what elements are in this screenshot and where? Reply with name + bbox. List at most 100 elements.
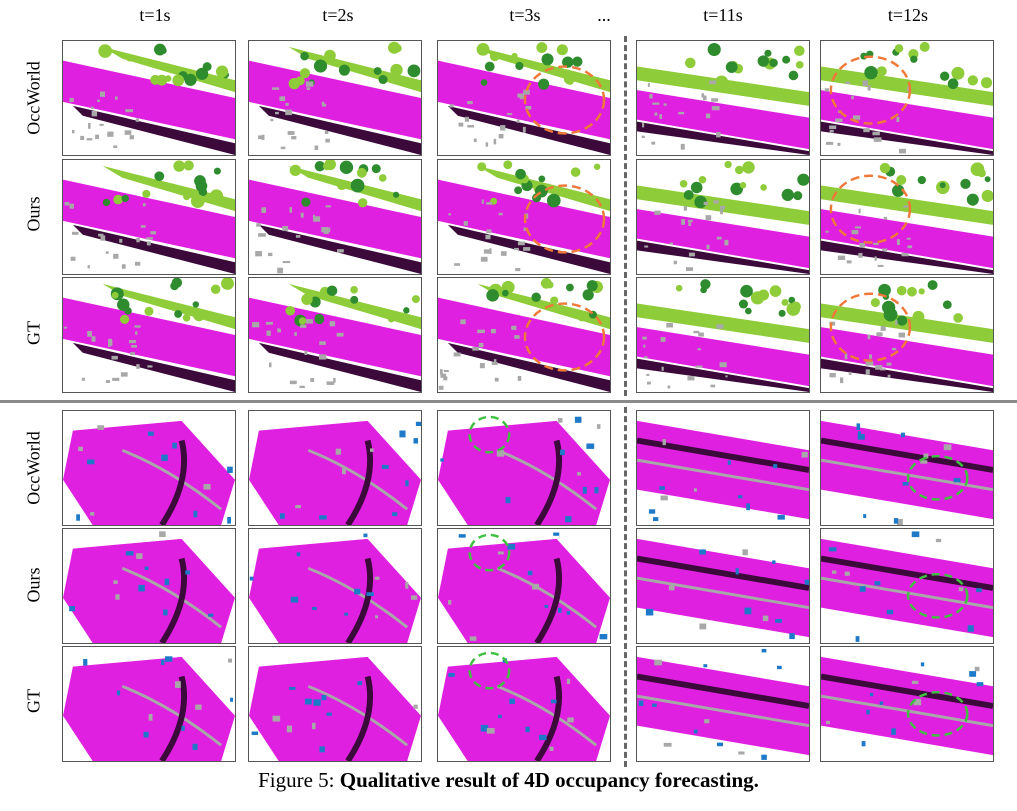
object-voxel — [227, 466, 233, 473]
road-surface — [249, 656, 421, 761]
vegetation-clump — [476, 42, 490, 56]
object-voxel — [208, 613, 214, 617]
object-voxel — [480, 724, 489, 732]
vegetation-clump — [515, 61, 524, 71]
panel-scene1-gt-t3 — [437, 277, 611, 393]
object-voxel — [874, 581, 881, 586]
manmade-voxel — [271, 87, 280, 90]
lane-line — [821, 576, 993, 610]
object-voxel — [399, 430, 406, 438]
manmade-voxel — [687, 376, 695, 381]
manmade-voxel — [337, 249, 344, 253]
manmade-voxel — [867, 334, 871, 340]
manmade-voxel — [673, 260, 678, 265]
object-voxel — [886, 609, 894, 615]
object-voxel — [498, 714, 502, 719]
manmade-voxel — [261, 207, 267, 213]
vegetation-clump — [556, 44, 568, 56]
vegetation-clump — [790, 301, 801, 312]
manmade-voxel — [323, 230, 329, 234]
manmade-voxel — [854, 226, 861, 229]
manmade-voxel — [131, 345, 137, 348]
vegetation-clump — [778, 309, 786, 317]
manmade-voxel — [716, 324, 724, 329]
time-gap-separator-bottom — [624, 407, 627, 767]
manmade-voxel — [81, 377, 85, 381]
manmade-voxel — [693, 330, 700, 334]
manmade-voxel — [680, 143, 685, 150]
object-voxel — [900, 432, 905, 438]
vegetation-clump — [907, 286, 917, 297]
object-voxel — [775, 619, 782, 623]
vegetation-clump — [953, 313, 963, 323]
vegetation-clump — [378, 174, 387, 182]
object-voxel — [704, 719, 710, 724]
manmade-voxel — [652, 102, 660, 105]
manmade-voxel — [265, 321, 273, 325]
vegetation-clump — [174, 310, 183, 318]
manmade-voxel — [646, 373, 650, 376]
vegetation-strip — [637, 185, 809, 225]
manmade-voxel — [107, 131, 114, 137]
manmade-voxel — [651, 141, 656, 145]
manmade-voxel — [511, 325, 517, 330]
manmade-voxel — [319, 341, 326, 345]
manmade-voxel — [91, 106, 94, 110]
object-voxel — [648, 509, 656, 514]
vegetation-clump — [781, 298, 789, 306]
object-voxel — [902, 482, 909, 486]
manmade-voxel — [310, 378, 315, 382]
column-header-t11: t=11s — [703, 5, 743, 25]
manmade-voxel — [887, 374, 891, 378]
manmade-voxel — [886, 362, 892, 366]
vegetation-clump — [193, 309, 206, 322]
object-voxel — [663, 742, 672, 747]
manmade-voxel — [258, 233, 266, 237]
object-voxel — [896, 518, 903, 525]
manmade-voxel — [483, 249, 490, 254]
vegetation-clump — [511, 52, 518, 59]
lane-line — [496, 684, 598, 747]
vegetation-clump — [121, 194, 129, 203]
vegetation-clump — [183, 193, 191, 201]
vegetation-clump — [538, 78, 550, 90]
panel-scene1-ours-t1 — [62, 159, 236, 275]
vegetation-clump — [126, 53, 134, 62]
column-header-t3: t=3s — [509, 5, 541, 25]
manmade-voxel — [69, 203, 74, 209]
vegetation-clump — [793, 191, 803, 201]
lane-line — [121, 684, 223, 747]
manmade-voxel — [661, 366, 664, 371]
vegetation-clump — [918, 288, 925, 295]
vegetation-clump — [734, 165, 744, 175]
manmade-voxel — [100, 91, 105, 97]
object-voxel — [381, 464, 389, 469]
vegetation-strip — [637, 303, 809, 343]
object-voxel — [195, 704, 202, 710]
vegetation-clump — [541, 53, 554, 66]
vegetation-clump — [797, 173, 809, 186]
vegetation-clump — [984, 176, 991, 183]
object-voxel — [413, 438, 419, 444]
object-voxel — [175, 681, 181, 688]
manmade-voxel — [666, 322, 673, 328]
manmade-voxel — [883, 216, 888, 220]
object-voxel — [974, 666, 980, 672]
manmade-voxel — [70, 256, 76, 261]
object-voxel — [161, 659, 165, 665]
manmade-voxel — [325, 205, 331, 208]
object-voxel — [290, 596, 299, 603]
column-header-t1: t=1s — [139, 5, 171, 25]
manmade-voxel — [654, 112, 658, 116]
manmade-voxel — [703, 201, 709, 206]
vegetation-clump — [221, 278, 234, 290]
object-voxel — [772, 560, 776, 564]
manmade-voxel — [903, 205, 909, 208]
row-label-ours-bottom: Ours — [23, 567, 44, 603]
vegetation-clump — [314, 161, 325, 172]
manmade-voxel — [98, 233, 104, 237]
object-voxel — [203, 483, 211, 490]
manmade-voxel — [71, 129, 75, 134]
manmade-voxel — [112, 377, 120, 381]
manmade-voxel — [266, 330, 271, 336]
